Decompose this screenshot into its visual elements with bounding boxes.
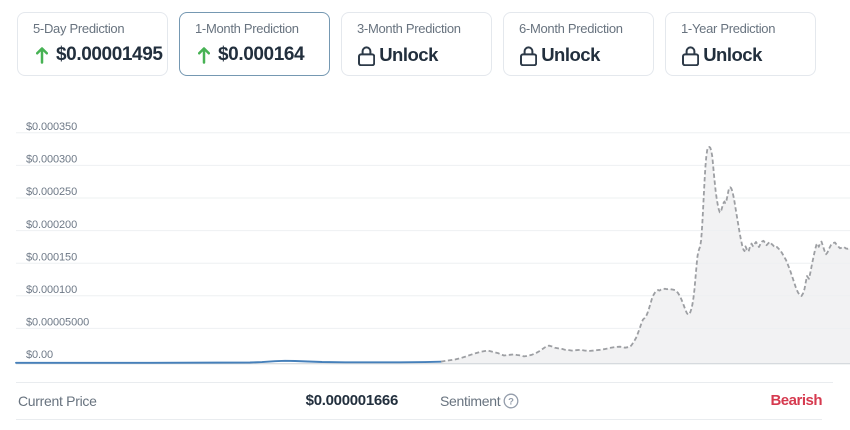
svg-text:$0.000250: $0.000250 bbox=[26, 186, 77, 198]
svg-text:$0.000350: $0.000350 bbox=[26, 121, 77, 133]
svg-text:$0.00: $0.00 bbox=[26, 349, 53, 361]
svg-text:$0.000300: $0.000300 bbox=[26, 154, 77, 166]
svg-text:$0.000100: $0.000100 bbox=[26, 284, 77, 296]
svg-text:$0.000200: $0.000200 bbox=[26, 219, 77, 231]
svg-text:$0.00005000: $0.00005000 bbox=[26, 317, 89, 329]
svg-text:$0.000150: $0.000150 bbox=[26, 251, 77, 263]
svg-text:?: ? bbox=[508, 396, 514, 407]
